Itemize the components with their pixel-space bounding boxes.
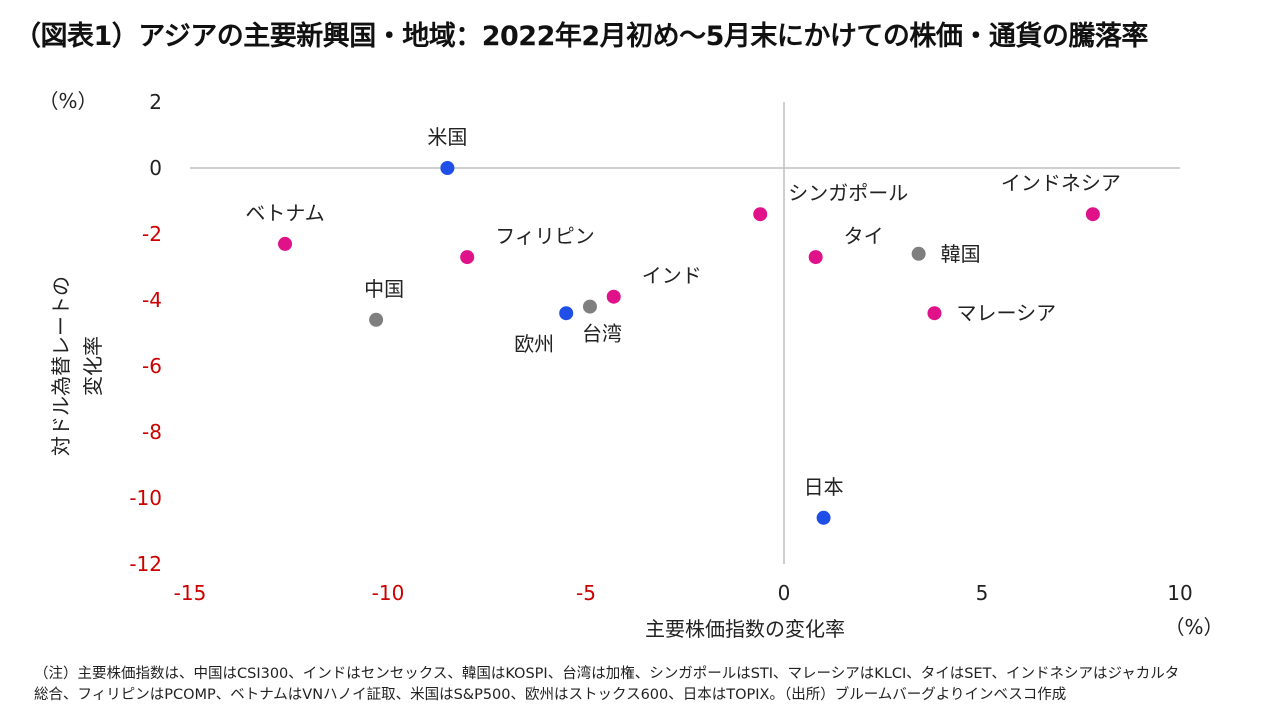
point-developed — [816, 510, 831, 525]
x-tick-label: -10 — [372, 581, 405, 605]
chart-title: （図表1）アジアの主要新興国・地域：2022年2月初め〜5月末にかけての株価・通… — [14, 21, 1148, 52]
x-tick-label: 5 — [976, 581, 989, 605]
x-tick-label: 10 — [1167, 581, 1192, 605]
scatter-chart: -15 -10 -5 0 5 10 2 0 -2 -4 -6 -8 -10 -12 （%） （%） 主要株価指数… — [38, 89, 1223, 641]
y-tick-label: -2 — [142, 222, 162, 246]
x-tick-label: 0 — [778, 581, 791, 605]
y-axis-title-line-2: 変化率 — [81, 336, 105, 396]
point-label: ベトナム — [245, 201, 324, 225]
footnote-line-1: （注）主要株価指数は、中国はCSI300、インドはセンセックス、韓国はKOSPI… — [34, 666, 1180, 682]
point-label: インドネシア — [1001, 171, 1121, 195]
point-asia — [927, 306, 942, 321]
point-asia — [606, 289, 621, 304]
y-tick-label: -10 — [129, 486, 162, 510]
point-label: 中国 — [364, 277, 404, 301]
point-label: 欧州 — [514, 332, 554, 356]
point-label: 日本 — [804, 475, 844, 499]
y-tick-label: -4 — [142, 288, 162, 312]
point-asia — [460, 250, 475, 265]
point-label: シンガポール — [788, 181, 908, 205]
y-tick-label: 0 — [149, 156, 162, 180]
y-tick-label: -8 — [142, 420, 162, 444]
x-tick-label: -15 — [174, 581, 207, 605]
y-tick-label: -12 — [129, 552, 162, 576]
point-label: マレーシア — [956, 301, 1056, 325]
y-tick-label: -6 — [142, 354, 162, 378]
point-label: インド — [642, 264, 702, 288]
point-asia — [1085, 207, 1100, 222]
point-asia — [278, 236, 293, 251]
point-label: フィリピン — [495, 224, 595, 248]
point-other — [369, 312, 384, 327]
x-unit-label: （%） — [1164, 615, 1223, 639]
point-asia — [753, 207, 768, 222]
point-label: 台湾 — [582, 322, 622, 346]
point-asia — [808, 250, 823, 265]
point-label: 韓国 — [941, 242, 981, 266]
point-other — [582, 299, 597, 314]
x-tick-label: -5 — [576, 581, 596, 605]
point-label: 米国 — [427, 125, 467, 149]
y-unit-label: （%） — [38, 89, 97, 113]
footnote: （注）主要株価指数は、中国はCSI300、インドはセンセックス、韓国はKOSPI… — [34, 664, 1264, 706]
point-developed — [559, 306, 574, 321]
point-other — [911, 246, 926, 261]
point-developed — [440, 161, 455, 175]
y-tick-label: 2 — [149, 90, 162, 114]
x-axis-title: 主要株価指数の変化率 — [645, 617, 845, 641]
point-label: タイ — [844, 224, 884, 248]
y-axis-title: 対ドル為替レートの — [49, 276, 73, 456]
footnote-line-2: 総合、フィリピンはPCOMP、ベトナムはVNハノイ証取、米国はS&P500、欧州… — [34, 687, 1067, 703]
